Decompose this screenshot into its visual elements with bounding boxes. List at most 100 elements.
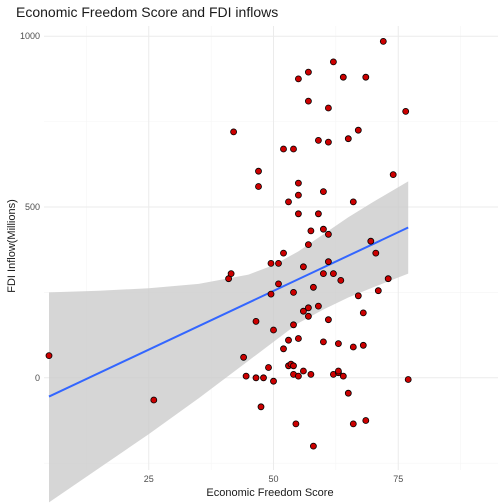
y-tick-label: 1000 (20, 31, 40, 41)
data-point (344, 389, 352, 397)
data-point (255, 183, 262, 190)
data-point (324, 104, 332, 112)
data-point (304, 68, 312, 76)
data-point (242, 372, 250, 380)
y-tick-label: 500 (25, 202, 40, 212)
data-point (389, 171, 397, 179)
confidence-band-area (49, 181, 409, 503)
data-point (304, 241, 312, 249)
data-point (285, 198, 292, 206)
data-point (307, 227, 315, 235)
data-point (290, 321, 297, 329)
data-point (314, 136, 322, 144)
data-point (255, 167, 262, 175)
data-point (294, 179, 302, 187)
data-point (339, 372, 347, 380)
data-point (309, 442, 317, 450)
y-axis-tick-labels: 0 500 1000 (20, 31, 40, 383)
x-tick-label: 75 (393, 474, 403, 484)
data-point (372, 249, 380, 257)
data-point (349, 420, 357, 428)
data-point (329, 270, 337, 278)
data-point (304, 312, 312, 320)
regression-line (48, 226, 409, 398)
data-point (270, 377, 277, 385)
data-point (304, 304, 312, 312)
data-point (324, 230, 332, 238)
data-point (309, 283, 317, 291)
data-point (362, 73, 370, 81)
data-point (324, 138, 332, 146)
data-point (240, 353, 248, 361)
data-point (280, 249, 287, 257)
data-point (374, 287, 382, 295)
data-point (292, 420, 300, 428)
data-point (319, 188, 327, 196)
data-point (379, 38, 387, 45)
data-point (252, 374, 260, 382)
data-point (265, 364, 272, 371)
data-point (275, 280, 282, 288)
data-point (314, 210, 322, 218)
data-point (285, 336, 292, 344)
data-point (150, 396, 158, 404)
data-point (367, 237, 375, 245)
data-point (319, 225, 327, 233)
data-point (299, 263, 307, 271)
y-axis-title: FDI Inflow(Millions) (6, 199, 18, 293)
data-point (359, 341, 367, 349)
data-point (319, 338, 327, 346)
data-point (324, 258, 332, 266)
data-point (227, 270, 235, 278)
data-point (334, 340, 342, 348)
data-point (290, 362, 297, 370)
x-axis-tick-labels: 25 50 75 (144, 474, 403, 484)
data-points (45, 38, 412, 450)
data-point (294, 191, 302, 199)
data-point (257, 403, 265, 411)
data-point (339, 73, 347, 81)
data-point (252, 317, 260, 325)
data-point (267, 290, 275, 298)
data-point (349, 198, 357, 206)
data-point (230, 128, 238, 136)
data-point (314, 302, 322, 310)
data-point (270, 326, 277, 334)
data-point (344, 135, 352, 143)
x-axis-title: Economic Freedom Score (206, 487, 333, 499)
data-point (299, 367, 307, 375)
data-point (307, 370, 315, 378)
data-point (354, 292, 362, 300)
data-point (290, 288, 297, 296)
data-point (329, 58, 337, 66)
data-point (294, 335, 302, 342)
data-point (354, 126, 362, 134)
data-point (294, 372, 302, 380)
chart-title: Economic Freedom Score and FDI inflows (16, 4, 278, 20)
data-point (319, 270, 327, 278)
data-point (290, 145, 297, 153)
data-point (275, 259, 282, 267)
data-point (337, 276, 345, 284)
data-point (294, 210, 302, 218)
data-point (280, 145, 287, 153)
data-point (384, 275, 392, 283)
data-point (359, 309, 367, 317)
data-point (349, 343, 357, 351)
data-point (280, 345, 287, 353)
data-point (334, 367, 342, 375)
data-point (45, 352, 53, 360)
y-tick-label: 0 (35, 373, 40, 383)
regression-line-segment (48, 226, 409, 398)
data-point (267, 259, 275, 267)
data-point (294, 75, 302, 83)
data-point (404, 376, 412, 383)
confidence-band (49, 181, 409, 503)
x-tick-label: 25 (144, 474, 154, 484)
data-point (402, 108, 410, 115)
data-point (362, 417, 370, 424)
data-point (304, 97, 312, 105)
data-point (324, 316, 332, 324)
data-point (299, 307, 307, 315)
